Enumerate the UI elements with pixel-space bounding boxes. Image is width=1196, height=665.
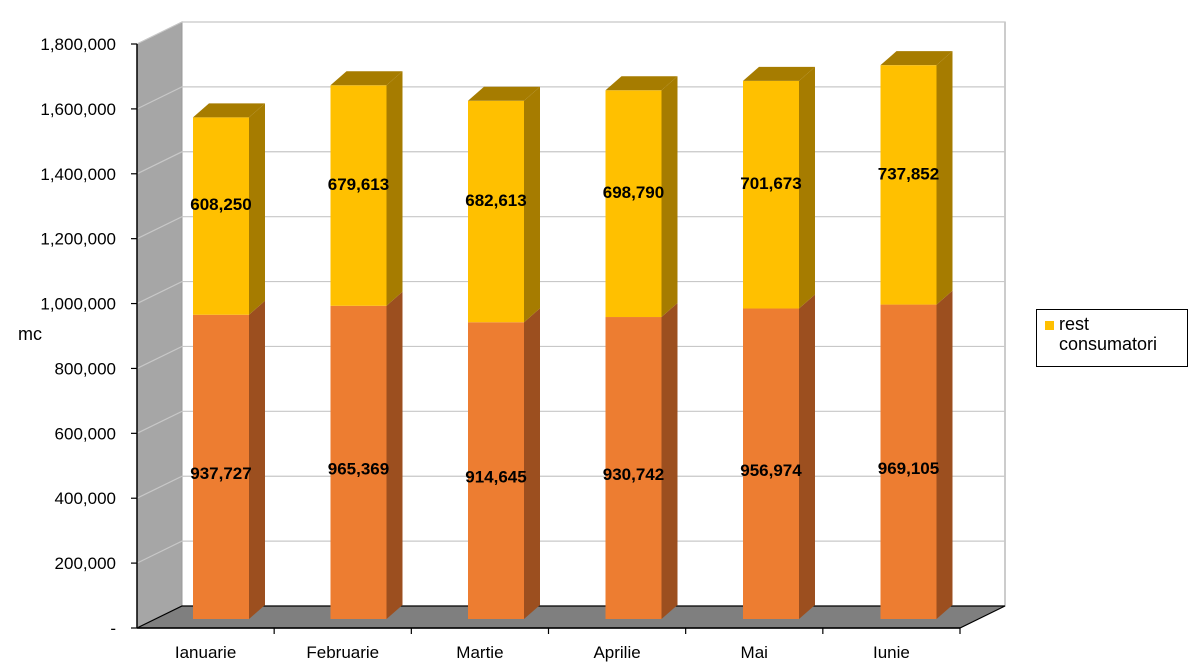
data-labels: 937,727 608,250 965,369 679,613 914,645 682,6… bbox=[190, 165, 939, 487]
bar-bottom-4 bbox=[743, 308, 799, 619]
legend: rest consumatori bbox=[1036, 309, 1188, 367]
y-tick-label: 200,000 bbox=[55, 554, 116, 573]
y-axis-label: mc bbox=[18, 324, 42, 344]
data-label-top-2: 682,613 bbox=[465, 191, 526, 210]
bar-top-side-1 bbox=[386, 71, 403, 306]
data-label-bottom-3: 930,742 bbox=[603, 465, 664, 484]
back-wall bbox=[181, 21, 1006, 607]
y-tick-label: 1,800,000 bbox=[40, 35, 116, 54]
x-tick-label: Aprilie bbox=[593, 643, 640, 662]
bar-top-cap-2 bbox=[468, 86, 540, 101]
bar-top-cap-4 bbox=[743, 66, 815, 81]
floor-plane bbox=[136, 605, 1006, 629]
bar-top-side-5 bbox=[936, 51, 953, 305]
y-tick-label: 1,200,000 bbox=[40, 230, 116, 249]
gridline bbox=[136, 540, 1005, 564]
legend-swatch-rest-consumatori bbox=[1045, 321, 1054, 330]
bar-top-cap-0 bbox=[193, 103, 265, 118]
gridline bbox=[136, 151, 1005, 175]
y-tick-label: - bbox=[110, 619, 116, 638]
gridline bbox=[136, 280, 1005, 305]
bars bbox=[193, 51, 953, 619]
x-tick-label: Februarie bbox=[306, 643, 379, 662]
x-tick-label: Mai bbox=[741, 643, 768, 662]
gridline bbox=[136, 475, 1005, 499]
bar-top-3 bbox=[605, 90, 662, 318]
gridline bbox=[136, 21, 1005, 45]
y-tick-label: 400,000 bbox=[55, 489, 116, 508]
bar-bottom-1 bbox=[330, 305, 387, 619]
bar-top-0 bbox=[193, 117, 249, 315]
bar-top-4 bbox=[743, 80, 799, 309]
bar-bottom-side-5 bbox=[936, 290, 953, 619]
bar-bottom-5 bbox=[880, 304, 937, 619]
gridline bbox=[136, 216, 1005, 240]
bar-bottom-side-2 bbox=[524, 308, 540, 619]
bar-top-cap-5 bbox=[880, 51, 953, 66]
bar-top-side-4 bbox=[799, 66, 815, 309]
data-label-bottom-5: 969,105 bbox=[878, 459, 939, 478]
x-tick-label: Iunie bbox=[873, 643, 910, 662]
bar-bottom-0 bbox=[193, 314, 249, 619]
chart-walls bbox=[136, 21, 1006, 629]
y-tick-label: 1,600,000 bbox=[40, 100, 116, 119]
data-label-bottom-0: 937,727 bbox=[190, 464, 251, 483]
data-label-top-0: 608,250 bbox=[190, 195, 251, 214]
x-tick-label: Martie bbox=[456, 643, 503, 662]
bar-top-side-3 bbox=[661, 76, 678, 318]
chart-floor bbox=[136, 605, 1006, 629]
bar-bottom-side-0 bbox=[249, 300, 265, 619]
data-label-bottom-4: 956,974 bbox=[740, 461, 802, 480]
gridline bbox=[136, 86, 1005, 110]
y-tick-label: 1,000,000 bbox=[40, 295, 116, 314]
bar-bottom-2 bbox=[468, 322, 524, 619]
tick-labels: - 200,000 400,000 600,000 800,000 1,000,000 1,… bbox=[40, 35, 909, 662]
gridline bbox=[136, 410, 1005, 434]
y-tick-label: 1,400,000 bbox=[40, 165, 116, 184]
x-tick-label: Ianuarie bbox=[175, 643, 236, 662]
axes bbox=[131, 43, 961, 634]
side-wall bbox=[136, 21, 183, 629]
bar-top-5 bbox=[880, 65, 937, 305]
bar-bottom-side-1 bbox=[386, 291, 403, 619]
gridlines bbox=[136, 21, 1005, 564]
bar-bottom-side-3 bbox=[661, 303, 678, 619]
bar-top-side-0 bbox=[249, 103, 265, 315]
bar-top-cap-3 bbox=[605, 76, 678, 91]
y-tick-label: 800,000 bbox=[55, 359, 116, 378]
bar-top-1 bbox=[330, 85, 387, 306]
y-tick-label: 600,000 bbox=[55, 424, 116, 443]
bar-bottom-side-4 bbox=[799, 294, 815, 619]
data-label-top-1: 679,613 bbox=[328, 175, 389, 194]
bar-top-cap-1 bbox=[330, 71, 403, 86]
data-label-bottom-2: 914,645 bbox=[465, 468, 526, 487]
data-label-top-3: 698,790 bbox=[603, 183, 664, 202]
gridline bbox=[136, 345, 1005, 369]
bar-bottom-3 bbox=[605, 317, 662, 619]
bar-top-side-2 bbox=[524, 86, 540, 323]
legend-label-rest-consumatori: rest consumatori bbox=[1059, 314, 1158, 354]
data-label-bottom-1: 965,369 bbox=[328, 460, 389, 479]
data-label-top-5: 737,852 bbox=[878, 165, 939, 184]
bar-top-2 bbox=[468, 100, 524, 323]
data-label-top-4: 701,673 bbox=[740, 174, 801, 193]
